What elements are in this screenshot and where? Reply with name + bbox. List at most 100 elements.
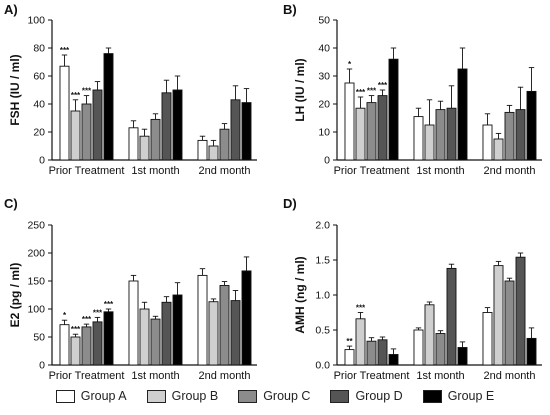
bar <box>457 68 468 161</box>
bar <box>515 109 526 161</box>
legend-label-group-c: Group C <box>263 389 311 403</box>
bar <box>241 270 252 366</box>
significance-label: ** <box>346 337 353 346</box>
bar <box>355 318 366 366</box>
bar <box>161 92 172 161</box>
bar <box>59 65 70 161</box>
significance-label: *** <box>104 300 114 309</box>
legend-swatch-group-d <box>330 389 350 403</box>
legend-swatch-group-b <box>146 389 166 403</box>
x-tick-label: 1st month <box>131 165 179 177</box>
y-tick-label: 0 <box>39 155 45 167</box>
bar <box>424 124 435 161</box>
bar <box>446 107 457 161</box>
legend-item-group-a: Group A <box>55 389 127 403</box>
bar <box>92 89 103 161</box>
bar <box>92 321 103 366</box>
bar <box>150 318 161 366</box>
panel-label: D) <box>283 196 297 211</box>
bar <box>103 53 114 161</box>
legend-item-group-c: Group C <box>238 389 310 403</box>
y-axis-label: E2 (pg / ml) <box>8 263 22 328</box>
x-tick-label: 2nd month <box>199 165 251 177</box>
y-tick-label: 80 <box>33 43 45 55</box>
bar <box>446 267 457 366</box>
bar <box>150 118 161 161</box>
x-tick-label: Prior Treatment <box>49 165 125 177</box>
y-tick-label: 40 <box>318 43 330 55</box>
significance-label: *** <box>356 304 366 313</box>
legend-item-group-d: Group D <box>330 389 403 403</box>
bar <box>59 324 70 366</box>
x-tick-label: 1st month <box>416 370 464 382</box>
bar <box>139 308 150 366</box>
bar <box>70 336 81 366</box>
y-tick-label: 0.0 <box>315 360 330 372</box>
bar <box>482 312 493 366</box>
bar <box>197 139 208 161</box>
bar <box>366 340 377 366</box>
bar <box>208 145 219 161</box>
bar <box>377 95 388 161</box>
y-tick-label: 40 <box>33 99 45 111</box>
bar <box>366 102 377 161</box>
y-tick-label: 100 <box>27 15 45 27</box>
bar <box>526 90 537 161</box>
significance-label: *** <box>71 91 81 100</box>
bar <box>70 110 81 161</box>
bar <box>355 107 366 161</box>
bar <box>526 337 537 366</box>
bar <box>172 89 183 161</box>
bar <box>413 116 424 161</box>
x-tick-label: 1st month <box>131 370 179 382</box>
y-tick-label: 1.5 <box>315 255 330 267</box>
significance-label: *** <box>71 325 81 334</box>
bar <box>81 326 92 366</box>
legend-swatch-group-a <box>55 389 75 403</box>
x-tick-label: Prior Treatment <box>334 370 410 382</box>
y-tick-label: 2.0 <box>315 220 330 232</box>
bar <box>424 304 435 366</box>
bar <box>344 82 355 161</box>
y-tick-label: 0.5 <box>315 325 330 337</box>
legend-item-group-b: Group B <box>146 389 218 403</box>
y-tick-label: 50 <box>33 332 45 344</box>
y-tick-label: 50 <box>318 15 330 27</box>
bar <box>515 256 526 366</box>
bar <box>197 274 208 366</box>
significance-label: *** <box>93 308 103 317</box>
y-tick-label: 10 <box>318 127 330 139</box>
y-tick-label: 100 <box>27 304 45 316</box>
bar <box>388 354 399 366</box>
bar <box>161 301 172 366</box>
bar <box>504 111 515 161</box>
y-axis-label: LH (IU / ml) <box>293 58 307 121</box>
x-tick-label: Prior Treatment <box>49 370 125 382</box>
x-tick-label: 1st month <box>416 165 464 177</box>
bar <box>219 285 230 366</box>
y-tick-label: 0 <box>39 360 45 372</box>
bar <box>435 333 446 366</box>
bar <box>208 301 219 366</box>
bar <box>128 127 139 161</box>
significance-label: *** <box>60 46 70 55</box>
significance-label: * <box>63 311 67 320</box>
bar <box>230 99 241 161</box>
legend-label-group-e: Group E <box>447 389 495 403</box>
bar <box>377 339 388 366</box>
y-axis-label: FSH (IU / ml) <box>8 54 22 125</box>
significance-label: *** <box>378 81 388 90</box>
significance-label: *** <box>82 87 92 96</box>
panel-label: A) <box>4 2 18 17</box>
significance-label: *** <box>82 315 92 324</box>
y-tick-label: 30 <box>318 71 330 83</box>
y-tick-label: 0 <box>324 155 330 167</box>
legend-item-group-e: Group E <box>422 389 495 403</box>
y-tick-label: 250 <box>27 220 45 232</box>
significance-label: *** <box>367 87 377 96</box>
panel-label: B) <box>283 2 297 17</box>
bar <box>435 109 446 161</box>
bar <box>457 347 468 366</box>
bar <box>128 280 139 366</box>
